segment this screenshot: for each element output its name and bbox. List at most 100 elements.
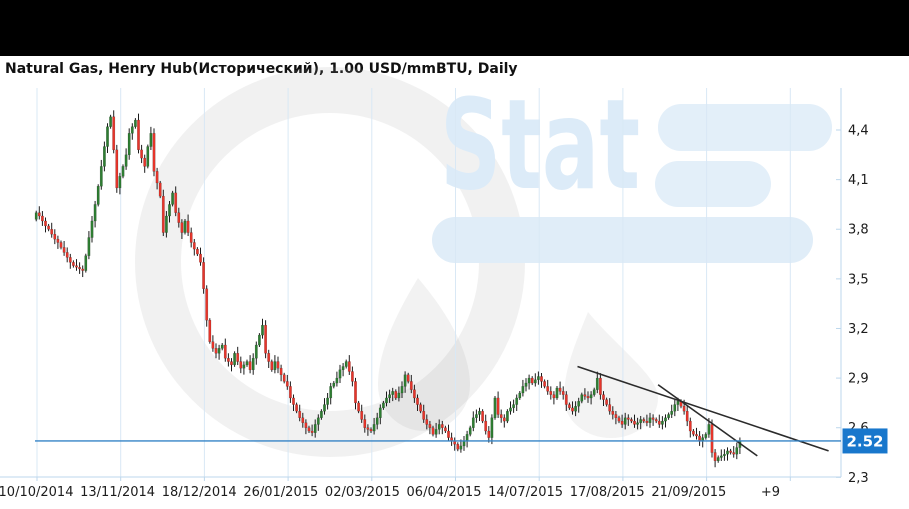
candle-down bbox=[481, 410, 484, 422]
candle-up bbox=[332, 382, 336, 387]
candle-down bbox=[115, 149, 119, 189]
candle-down bbox=[295, 404, 298, 412]
candle-up bbox=[391, 391, 395, 395]
candle-up bbox=[397, 392, 401, 399]
candle-up bbox=[673, 404, 677, 412]
candle-up bbox=[490, 417, 494, 438]
candle-down bbox=[431, 427, 435, 435]
candle-down bbox=[692, 430, 695, 435]
candle-up bbox=[242, 364, 246, 369]
candle-up bbox=[164, 215, 168, 233]
candle-up bbox=[323, 404, 326, 412]
candle-down bbox=[599, 377, 602, 395]
candle-up bbox=[93, 204, 97, 222]
candle-down bbox=[71, 262, 75, 266]
candle-down bbox=[292, 397, 295, 405]
candle-up bbox=[506, 410, 509, 422]
y-axis-label: 4,1 bbox=[848, 173, 869, 188]
candle-down bbox=[68, 257, 72, 263]
candle-down bbox=[307, 427, 311, 432]
candle-down bbox=[698, 435, 702, 442]
grid bbox=[0, 88, 842, 481]
candle-up bbox=[233, 353, 236, 366]
candle-up bbox=[149, 133, 153, 147]
candle-up bbox=[592, 389, 596, 395]
title-bar: Natural Gas, Henry Hub(Исторический), 1.… bbox=[0, 56, 909, 86]
candle-up bbox=[670, 410, 674, 415]
candle-down bbox=[192, 242, 196, 250]
candle-up bbox=[372, 424, 376, 432]
candle-down bbox=[564, 394, 568, 405]
candle-down bbox=[152, 133, 156, 172]
candle-up bbox=[341, 366, 345, 371]
x-axis-labels: 10/10/2014 13/11/2014 18/12/2014 26/01/2015… bbox=[0, 485, 780, 500]
candle-up bbox=[99, 166, 103, 187]
candle-down bbox=[729, 450, 733, 453]
candle-down bbox=[239, 361, 243, 369]
candle-up bbox=[518, 392, 522, 399]
trendline[interactable] bbox=[577, 365, 829, 452]
candle-down bbox=[199, 253, 202, 263]
candle-down bbox=[626, 417, 630, 420]
candle-up bbox=[735, 447, 739, 455]
candle-up bbox=[664, 417, 667, 422]
x-axis-label: 17/08/2015 bbox=[570, 485, 645, 500]
candles-series bbox=[34, 110, 742, 468]
candle-up bbox=[471, 417, 475, 428]
candle-up bbox=[378, 407, 382, 418]
candle-up bbox=[109, 116, 113, 127]
candle-down bbox=[456, 444, 460, 450]
x-axis-label: 10/10/2014 bbox=[0, 485, 73, 500]
candle-down bbox=[270, 361, 274, 371]
candle-down bbox=[357, 402, 360, 412]
candle-up bbox=[462, 440, 466, 447]
candle-down bbox=[264, 324, 267, 354]
candle-up bbox=[478, 410, 481, 415]
candle-down bbox=[413, 389, 416, 399]
y-axis-label: 3,5 bbox=[848, 272, 869, 287]
candle-up bbox=[127, 133, 131, 156]
candle-down bbox=[447, 430, 450, 438]
candle-down bbox=[354, 381, 357, 404]
candle-up bbox=[459, 445, 463, 450]
candle-down bbox=[112, 116, 116, 151]
candle-down bbox=[654, 419, 658, 422]
candle-down bbox=[496, 397, 500, 415]
candle-up bbox=[124, 154, 128, 167]
candle-down bbox=[310, 430, 314, 433]
last-price-label: 2.52 bbox=[842, 428, 888, 454]
candle-down bbox=[155, 171, 159, 184]
x-axis-label: 18/12/2014 bbox=[162, 485, 237, 500]
candle-up bbox=[313, 424, 317, 433]
candle-down bbox=[611, 410, 615, 415]
candle-down bbox=[285, 381, 289, 387]
candle-down bbox=[230, 361, 233, 366]
candle-up bbox=[527, 377, 531, 384]
candle-up bbox=[316, 417, 320, 425]
candle-down bbox=[642, 419, 646, 422]
candle-down bbox=[56, 238, 60, 243]
candle-down bbox=[363, 419, 367, 428]
candle-down bbox=[568, 404, 571, 409]
candle-down bbox=[47, 225, 51, 230]
candle-down bbox=[620, 420, 624, 425]
candle-down bbox=[44, 220, 47, 227]
candle-up bbox=[515, 397, 519, 405]
candle-up bbox=[661, 420, 664, 425]
candle-up bbox=[667, 414, 671, 418]
candle-down bbox=[223, 344, 227, 359]
svg-text:2.52: 2.52 bbox=[846, 432, 883, 450]
candle-down bbox=[409, 381, 413, 390]
candle-down bbox=[444, 427, 447, 432]
candle-up bbox=[577, 401, 581, 407]
candle-up bbox=[475, 414, 478, 418]
candle-up bbox=[326, 397, 329, 405]
candle-down bbox=[710, 424, 714, 453]
chart-title: Natural Gas, Henry Hub(Исторический), 1.… bbox=[5, 61, 518, 77]
candle-up bbox=[146, 146, 150, 167]
trendline[interactable] bbox=[657, 384, 758, 457]
candle-down bbox=[75, 265, 78, 268]
candle-up bbox=[382, 402, 385, 409]
candle-down bbox=[549, 391, 553, 395]
